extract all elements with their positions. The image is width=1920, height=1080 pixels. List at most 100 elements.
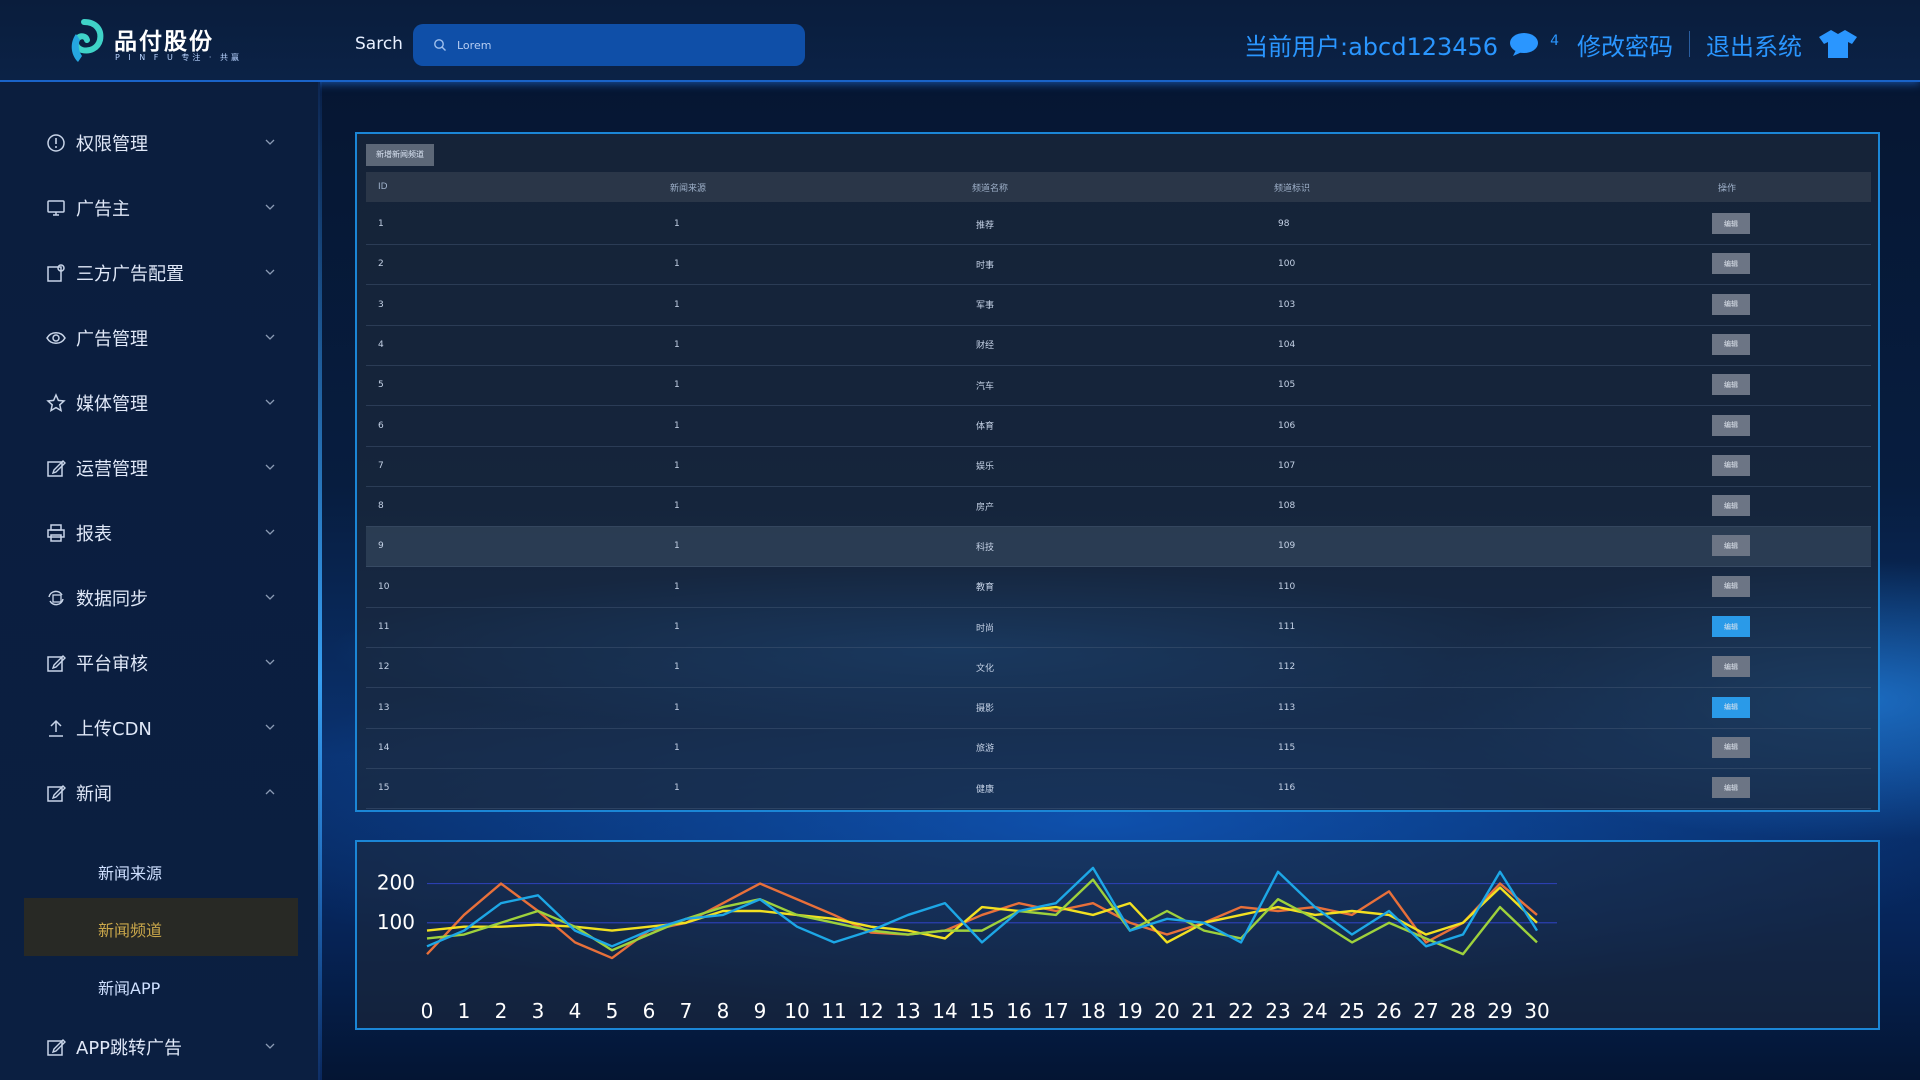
x-tick-label: 13 (895, 999, 920, 1023)
sidebar-item-8[interactable]: 平台审核 (46, 643, 276, 683)
table-row[interactable]: 5 1 汽车 105 编辑 (366, 365, 1871, 407)
add-channel-button[interactable]: 新增新闻频道 (366, 144, 434, 166)
logout-link[interactable]: 退出系统 (1706, 32, 1802, 61)
upload-icon (49, 719, 63, 737)
cell-id: 15 (378, 783, 390, 794)
edit-button[interactable]: 编辑 (1712, 616, 1750, 637)
shirt-icon[interactable] (1818, 28, 1858, 60)
chevron-down-icon (265, 399, 275, 405)
table-row[interactable]: 10 1 教育 110 编辑 (366, 567, 1871, 608)
sidebar-item-label: 运营管理 (76, 459, 148, 480)
table-row[interactable]: 15 1 健康 116 编辑 (366, 768, 1871, 810)
submenu-item-0[interactable]: 新闻来源 (98, 864, 163, 883)
cell-channel-name: 文化 (976, 663, 995, 674)
search-label: Sarch (355, 34, 403, 54)
search-box[interactable] (413, 24, 805, 66)
monitor-icon (47, 200, 65, 216)
cell-source: 1 (674, 622, 680, 632)
x-tick-label: 11 (821, 999, 846, 1023)
sidebar-item-label: APP跳转广告 (76, 1038, 183, 1059)
table-row[interactable]: 11 1 时尚 111 编辑 (366, 607, 1871, 648)
sidebar-item-3[interactable]: 广告管理 (46, 318, 276, 358)
submenu-item-1[interactable]: 新闻频道 (98, 921, 163, 940)
sidebar-item-7[interactable]: 数据同步 (46, 578, 276, 618)
cell-channel-code: 103 (1278, 299, 1296, 310)
x-tick-label: 14 (932, 999, 957, 1023)
edit-button[interactable]: 编辑 (1712, 575, 1750, 597)
message-icon[interactable] (1508, 31, 1540, 57)
submenu-item-2[interactable]: 新闻APP (98, 979, 161, 998)
sidebar-item-4[interactable]: 媒体管理 (46, 383, 276, 423)
edit-button[interactable]: 编辑 (1712, 656, 1750, 678)
search-input[interactable] (455, 37, 759, 53)
cell-id: 11 (378, 622, 390, 632)
top-bar: 品付股份 P I N F U 专注 · 共赢 Sarch 当前用户:abcd12… (0, 0, 1920, 82)
header-source: 新闻来源 (670, 183, 707, 194)
edit-button[interactable]: 编辑 (1712, 253, 1750, 275)
cell-source: 1 (674, 219, 680, 229)
change-password-link[interactable]: 修改密码 (1577, 32, 1673, 61)
cell-source: 1 (674, 783, 680, 794)
cell-id: 3 (378, 299, 384, 310)
edit-button[interactable]: 编辑 (1712, 696, 1750, 718)
edit-button[interactable]: 编辑 (1712, 213, 1750, 234)
header-channel-name: 频道名称 (972, 183, 1009, 194)
series-line-3 (426, 866, 1539, 948)
x-tick-label: 17 (1043, 999, 1068, 1023)
cell-channel-code: 111 (1278, 622, 1296, 632)
sidebar-item-label: 权限管理 (76, 134, 148, 155)
cell-channel-code: 113 (1278, 702, 1296, 713)
sidebar-item-9[interactable]: 上传CDN (46, 708, 276, 748)
edit-button[interactable]: 编辑 (1712, 495, 1750, 517)
x-tick-label: 16 (1006, 999, 1031, 1023)
sidebar-item-0[interactable]: 权限管理 (46, 123, 276, 163)
sidebar-item-label: 上传CDN (76, 719, 152, 740)
chevron-down-icon (265, 1043, 275, 1049)
edit-button[interactable]: 编辑 (1712, 454, 1750, 476)
chevron-down-icon (265, 269, 275, 275)
edit-button[interactable]: 编辑 (1712, 414, 1750, 436)
cell-channel-name: 财经 (976, 341, 995, 352)
sidebar-item-6[interactable]: 报表 (46, 513, 276, 553)
sidebar-item-1[interactable]: 广告主 (46, 188, 276, 228)
x-tick-label: 12 (858, 999, 883, 1023)
cell-channel-name: 科技 (976, 542, 995, 553)
edit-button[interactable]: 编辑 (1712, 374, 1750, 396)
table-row[interactable]: 14 1 旅游 115 编辑 (366, 728, 1871, 769)
chevron-down-icon (265, 724, 275, 730)
table-row[interactable]: 6 1 体育 106 编辑 (366, 406, 1871, 447)
cell-id: 5 (378, 380, 384, 391)
table-row[interactable]: 1 1 推荐 98 编辑 (366, 204, 1871, 245)
cell-id: 9 (378, 541, 384, 552)
table-row[interactable]: 8 1 房产 108 编辑 (366, 486, 1871, 528)
edit-button[interactable]: 编辑 (1712, 535, 1750, 557)
edit-button[interactable]: 编辑 (1712, 777, 1750, 799)
cell-channel-code: 107 (1278, 460, 1296, 471)
edit-button[interactable]: 编辑 (1712, 293, 1750, 315)
x-tick-label: 15 (969, 999, 994, 1023)
sidebar-item-5[interactable]: 运营管理 (46, 448, 276, 488)
sidebar-item-11[interactable]: APP跳转广告 (46, 1027, 276, 1067)
x-tick-label: 23 (1265, 999, 1290, 1023)
table-row[interactable]: 13 1 摄影 113 编辑 (366, 688, 1871, 729)
cell-channel-code: 106 (1278, 420, 1296, 431)
edit-button[interactable]: 编辑 (1712, 333, 1750, 355)
header-divider (1689, 31, 1690, 57)
table-row[interactable]: 7 1 娱乐 107 编辑 (366, 446, 1871, 487)
table-row[interactable]: 9 1 科技 109 编辑 (366, 526, 1871, 568)
table-row[interactable]: 4 1 财经 104 编辑 (366, 325, 1871, 366)
sidebar (0, 82, 320, 1080)
cell-channel-name: 旅游 (976, 744, 995, 755)
edit-button[interactable]: 编辑 (1712, 736, 1750, 758)
info-icon (47, 134, 65, 152)
logo[interactable]: 品付股份 P I N F U 专注 · 共赢 (62, 18, 312, 68)
cell-source: 1 (674, 420, 680, 431)
sidebar-item-10[interactable]: 新闻 (46, 773, 276, 813)
cell-channel-code: 110 (1278, 581, 1296, 592)
cell-channel-code: 116 (1278, 783, 1296, 794)
logo-mark-icon (71, 19, 104, 62)
table-row[interactable]: 12 1 文化 112 编辑 (366, 647, 1871, 689)
table-row[interactable]: 2 1 时事 100 编辑 (366, 244, 1871, 286)
table-row[interactable]: 3 1 军事 103 编辑 (366, 285, 1871, 326)
sidebar-item-2[interactable]: 三方广告配置 (46, 253, 276, 293)
